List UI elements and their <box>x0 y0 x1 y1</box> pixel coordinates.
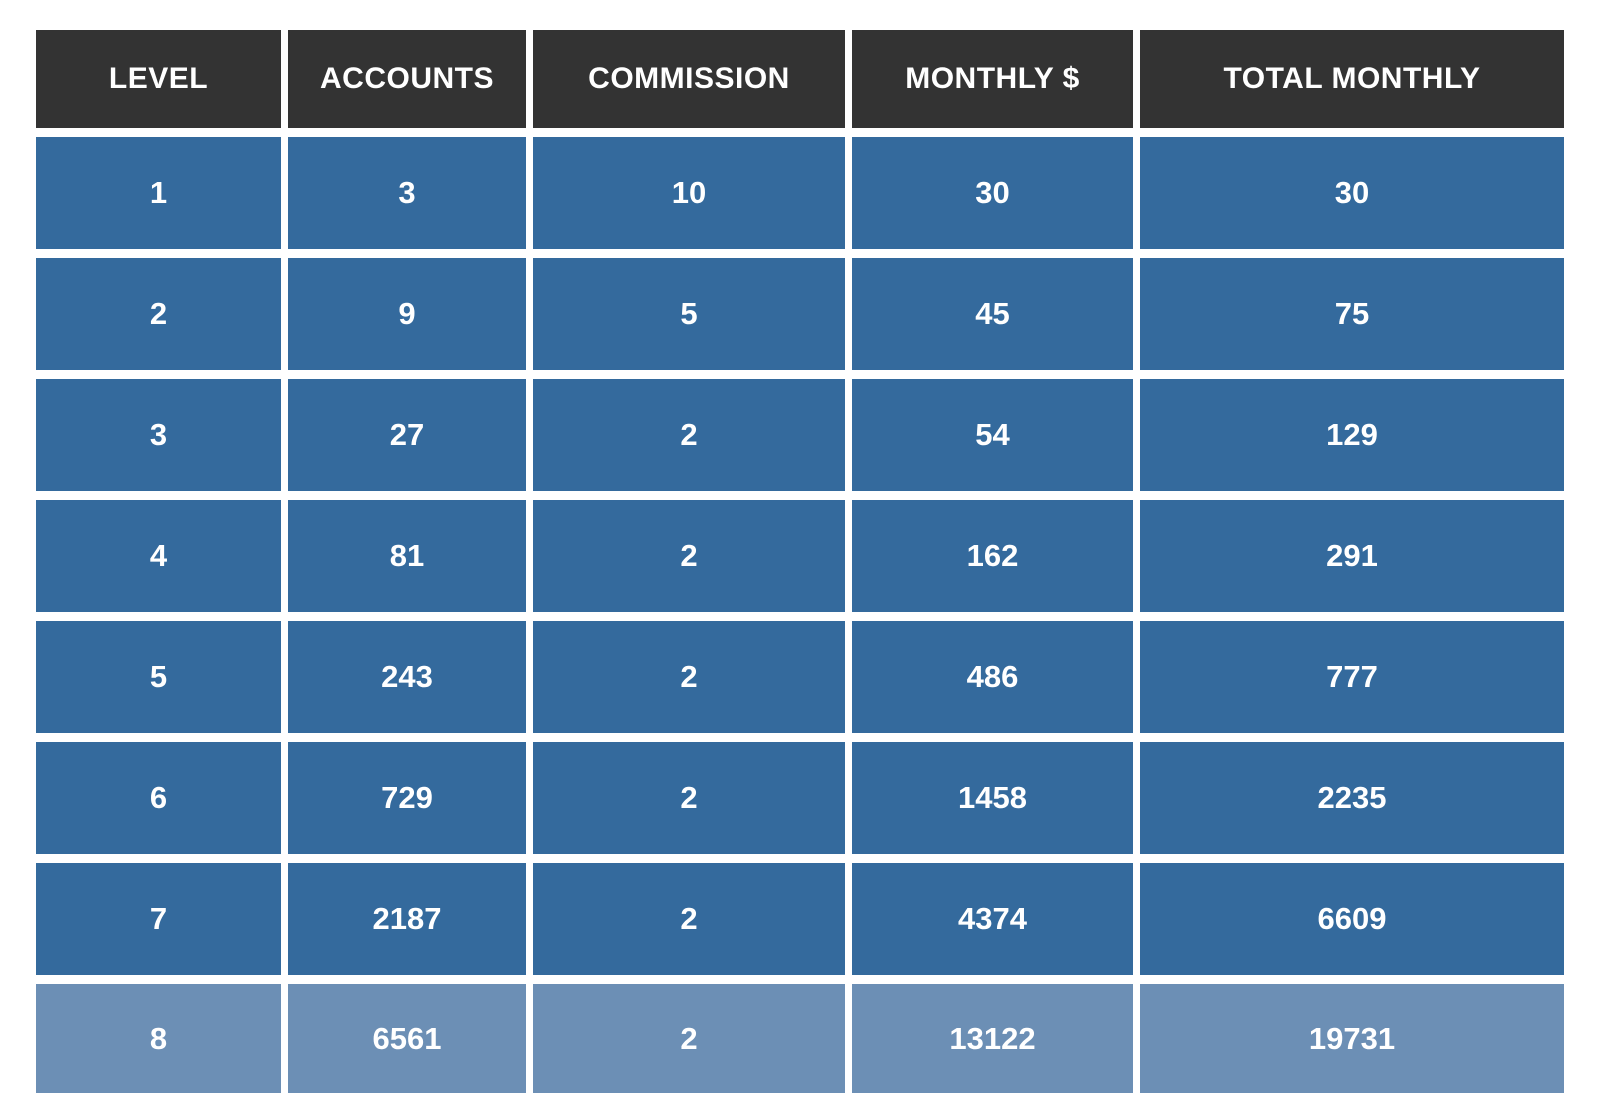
cell-accounts: 3 <box>288 137 526 249</box>
cell-total-monthly: 19731 <box>1140 984 1564 1093</box>
cell-accounts: 27 <box>288 379 526 491</box>
cell-total-monthly: 6609 <box>1140 863 1564 975</box>
cell-level: 6 <box>36 742 281 854</box>
cell-monthly: 486 <box>852 621 1133 733</box>
cell-accounts: 81 <box>288 500 526 612</box>
cell-commission: 5 <box>533 258 845 370</box>
cell-monthly: 54 <box>852 379 1133 491</box>
cell-monthly: 45 <box>852 258 1133 370</box>
cell-level: 1 <box>36 137 281 249</box>
cell-level: 4 <box>36 500 281 612</box>
cell-commission: 10 <box>533 137 845 249</box>
cell-commission: 2 <box>533 500 845 612</box>
column-header-level: LEVEL <box>36 30 281 128</box>
cell-level: 3 <box>36 379 281 491</box>
cell-level: 2 <box>36 258 281 370</box>
cell-level: 8 <box>36 984 281 1093</box>
cell-total-monthly: 30 <box>1140 137 1564 249</box>
cell-total-monthly: 129 <box>1140 379 1564 491</box>
cell-total-monthly: 291 <box>1140 500 1564 612</box>
cell-commission: 2 <box>533 742 845 854</box>
cell-level: 5 <box>36 621 281 733</box>
cell-commission: 2 <box>533 621 845 733</box>
cell-accounts: 243 <box>288 621 526 733</box>
cell-total-monthly: 75 <box>1140 258 1564 370</box>
cell-monthly: 13122 <box>852 984 1133 1093</box>
cell-commission: 2 <box>533 863 845 975</box>
cell-accounts: 9 <box>288 258 526 370</box>
column-header-total-monthly: TOTAL MONTHLY <box>1140 30 1564 128</box>
cell-accounts: 6561 <box>288 984 526 1093</box>
commission-table: LEVEL ACCOUNTS COMMISSION MONTHLY $ TOTA… <box>36 30 1564 1093</box>
cell-level: 7 <box>36 863 281 975</box>
cell-accounts: 2187 <box>288 863 526 975</box>
cell-accounts: 729 <box>288 742 526 854</box>
cell-total-monthly: 777 <box>1140 621 1564 733</box>
cell-commission: 2 <box>533 379 845 491</box>
column-header-monthly: MONTHLY $ <box>852 30 1133 128</box>
cell-monthly: 30 <box>852 137 1133 249</box>
cell-commission: 2 <box>533 984 845 1093</box>
column-header-commission: COMMISSION <box>533 30 845 128</box>
column-header-accounts: ACCOUNTS <box>288 30 526 128</box>
cell-monthly: 1458 <box>852 742 1133 854</box>
cell-monthly: 4374 <box>852 863 1133 975</box>
cell-total-monthly: 2235 <box>1140 742 1564 854</box>
cell-monthly: 162 <box>852 500 1133 612</box>
